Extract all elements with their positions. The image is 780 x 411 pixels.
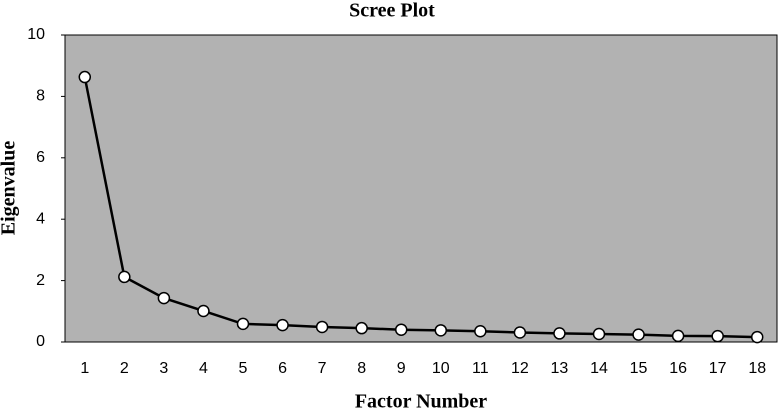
- x-tick-label: 8: [357, 360, 366, 377]
- plot-area: [64, 34, 778, 343]
- x-tick-label: 12: [511, 360, 529, 377]
- x-tick-label: 10: [432, 360, 450, 377]
- x-tick-label: 15: [630, 360, 648, 377]
- x-tick-label: 7: [318, 360, 327, 377]
- x-tick-label: 9: [397, 360, 406, 377]
- x-tick-label: 5: [239, 360, 248, 377]
- x-tick-label: 6: [278, 360, 287, 377]
- x-tick-label: 3: [159, 360, 168, 377]
- y-tick-label: 2: [36, 272, 45, 289]
- data-point: [78, 70, 92, 84]
- x-tick-label: 2: [120, 360, 129, 377]
- data-point: [157, 291, 171, 305]
- x-tick-label: 14: [590, 360, 608, 377]
- data-point: [513, 326, 527, 339]
- y-tick-label: 10: [27, 26, 45, 43]
- data-point: [276, 318, 289, 332]
- y-axis-label: Eigenvalue: [0, 141, 20, 236]
- x-tick-label: 1: [80, 360, 89, 377]
- series-line: [83, 76, 758, 339]
- data-point: [632, 328, 645, 341]
- data-point: [118, 270, 131, 284]
- x-tick-label: 11: [472, 360, 489, 377]
- data-point: [355, 321, 368, 335]
- x-tick-label: 16: [669, 360, 687, 377]
- y-tick-label: 8: [36, 88, 45, 105]
- y-tick-label: 6: [36, 149, 45, 166]
- x-tick-label: 13: [551, 360, 569, 377]
- data-point: [394, 323, 408, 336]
- data-point: [197, 304, 210, 318]
- x-tick-label: 18: [748, 360, 766, 377]
- y-tick-label: 4: [36, 210, 45, 227]
- x-axis-label: Factor Number: [355, 391, 487, 411]
- data-point: [553, 327, 566, 340]
- y-tick-label: 0: [36, 333, 45, 350]
- x-tick-label: 17: [709, 360, 727, 377]
- data-point: [236, 317, 250, 331]
- data-point: [474, 325, 487, 338]
- data-point: [592, 327, 606, 341]
- chart-title: Scree Plot: [349, 0, 435, 22]
- data-point: [750, 330, 764, 344]
- data-point: [315, 320, 329, 334]
- data-point: [671, 329, 685, 343]
- data-point: [434, 324, 448, 337]
- data-point: [711, 329, 724, 343]
- x-tick-label: 4: [199, 360, 208, 377]
